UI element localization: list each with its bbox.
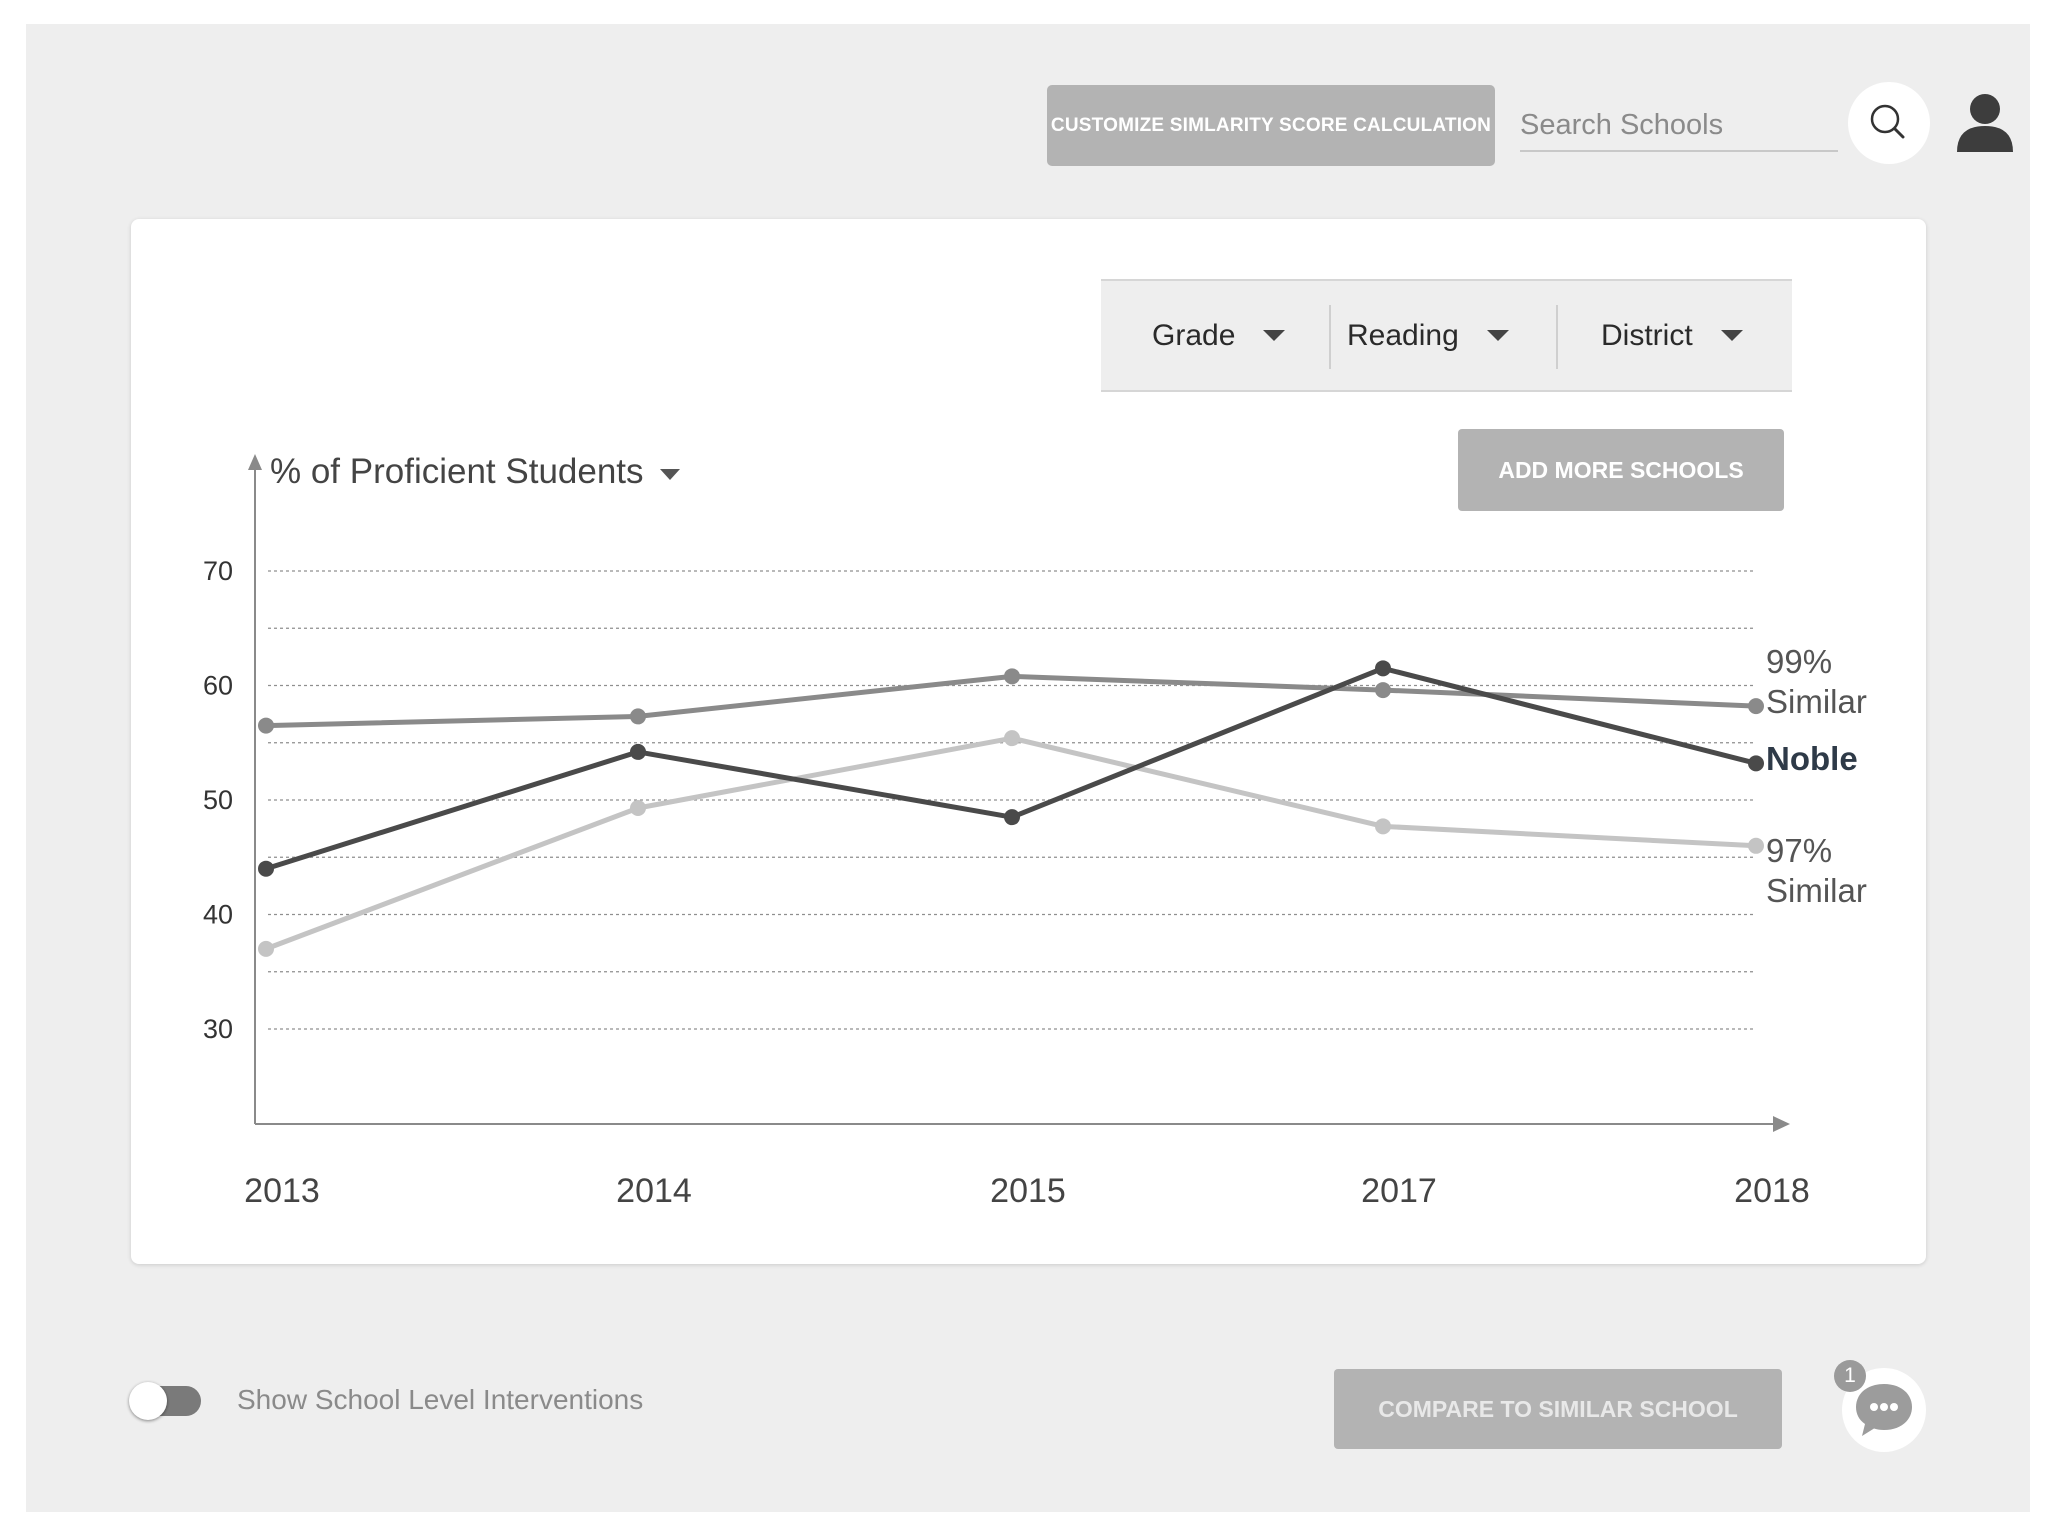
y-axis-arrow: [248, 454, 262, 470]
grade-dropdown-label: Grade: [1152, 318, 1236, 352]
compare-similar-school-button[interactable]: COMPARE TO SIMILAR SCHOOL: [1334, 1369, 1782, 1449]
data-point[interactable]: [1004, 730, 1020, 747]
subject-dropdown-label: Reading: [1347, 318, 1459, 352]
series-label: Noble: [1766, 740, 1858, 777]
filter-bar: Grade Reading District: [1101, 279, 1792, 392]
y-tick-label: 40: [203, 900, 233, 930]
data-point[interactable]: [1375, 660, 1391, 677]
y-tick-label: 50: [203, 785, 233, 815]
filter-divider: [1329, 305, 1331, 369]
data-point[interactable]: [1748, 755, 1764, 772]
data-point[interactable]: [258, 940, 274, 957]
y-axis-metric-dropdown[interactable]: % of Proficient Students: [270, 452, 680, 492]
axis-ticks: 70 60 50 40 30 2013 2014 2015 2017 2018: [203, 556, 1810, 1210]
data-point[interactable]: [630, 800, 646, 817]
x-tick-label: 2014: [616, 1172, 692, 1210]
search-input[interactable]: [1520, 102, 1838, 148]
chevron-down-icon: [659, 468, 680, 480]
series-label: 99%: [1766, 643, 1832, 680]
x-tick-label: 2013: [244, 1172, 320, 1210]
series-label: 97%: [1766, 832, 1832, 869]
search-field: [1520, 102, 1838, 152]
search-icon: [1870, 104, 1905, 139]
chevron-down-icon: [1720, 330, 1743, 341]
interventions-toggle[interactable]: [129, 1382, 201, 1420]
y-tick-label: 70: [203, 556, 233, 586]
series-label: Similar: [1766, 872, 1867, 909]
data-point[interactable]: [630, 708, 646, 725]
x-tick-label: 2018: [1734, 1172, 1810, 1210]
chevron-down-icon: [1263, 330, 1286, 341]
toggle-knob: [129, 1382, 167, 1420]
x-axis-arrow: [1773, 1116, 1790, 1132]
series-label: Similar: [1766, 683, 1867, 720]
x-tick-label: 2017: [1361, 1172, 1437, 1210]
subject-dropdown[interactable]: Reading: [1347, 281, 1509, 390]
district-dropdown[interactable]: District: [1601, 281, 1743, 390]
y-tick-label: 60: [203, 671, 233, 701]
data-point[interactable]: [1748, 698, 1764, 715]
y-tick-label: 30: [203, 1014, 233, 1044]
chart-series: [258, 660, 1764, 957]
interventions-toggle-label: Show School Level Interventions: [237, 1384, 644, 1415]
data-point[interactable]: [1004, 809, 1020, 826]
filter-divider: [1556, 305, 1558, 369]
data-point[interactable]: [1748, 837, 1764, 854]
data-point[interactable]: [1375, 682, 1391, 699]
x-tick-label: 2015: [990, 1172, 1066, 1210]
grade-dropdown[interactable]: Grade: [1152, 281, 1286, 390]
data-point[interactable]: [1004, 668, 1020, 685]
chat-icon: [1856, 1384, 1912, 1436]
district-dropdown-label: District: [1601, 318, 1693, 352]
data-point[interactable]: [630, 743, 646, 760]
add-more-schools-button[interactable]: ADD MORE SCHOOLS: [1458, 429, 1784, 511]
data-point[interactable]: [258, 860, 274, 877]
grid-lines: [268, 570, 1755, 1030]
chart-axes: [248, 454, 1790, 1132]
data-point[interactable]: [1375, 818, 1391, 835]
user-icon[interactable]: [1955, 92, 2015, 154]
customize-similarity-button[interactable]: CUSTOMIZE SIMLARITY SCORE CALCULATION: [1047, 85, 1495, 166]
notification-badge: 1: [1834, 1360, 1866, 1392]
series-line: [265, 735, 1757, 952]
data-point[interactable]: [258, 717, 274, 734]
chevron-down-icon: [1486, 330, 1509, 341]
search-button[interactable]: [1848, 82, 1930, 164]
y-axis-label: % of Proficient Students: [270, 452, 644, 491]
